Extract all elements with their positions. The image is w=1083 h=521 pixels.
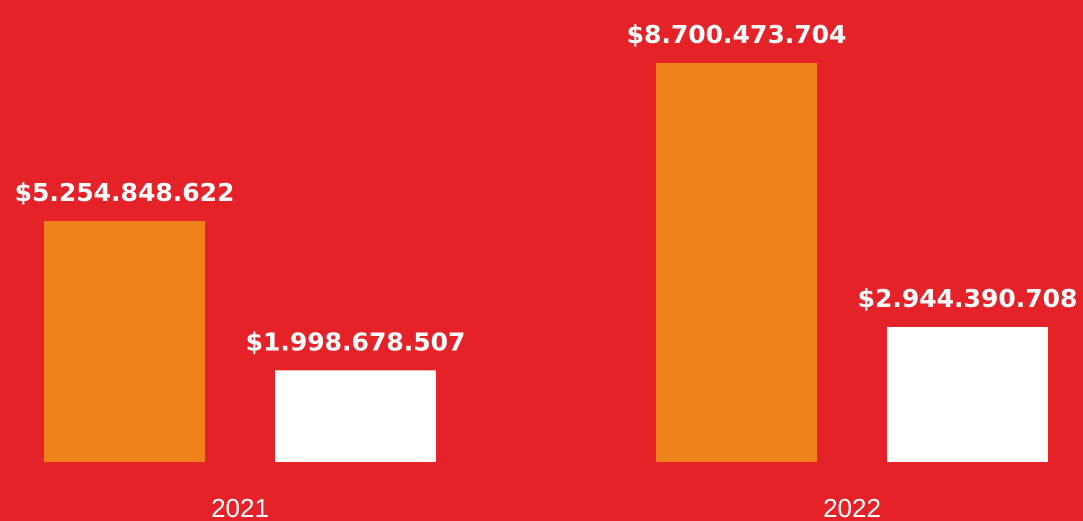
value-label: $1.998.678.507 — [246, 327, 466, 356]
bar — [44, 221, 205, 462]
bar — [275, 370, 436, 462]
category-label: 2021 — [211, 493, 269, 521]
value-label: $2.944.390.708 — [858, 284, 1078, 313]
bar — [887, 326, 1048, 462]
category-label: 2022 — [823, 493, 881, 521]
bar — [656, 63, 817, 462]
value-label: $5.254.848.622 — [15, 178, 235, 207]
value-label: $8.700.473.704 — [627, 20, 847, 49]
